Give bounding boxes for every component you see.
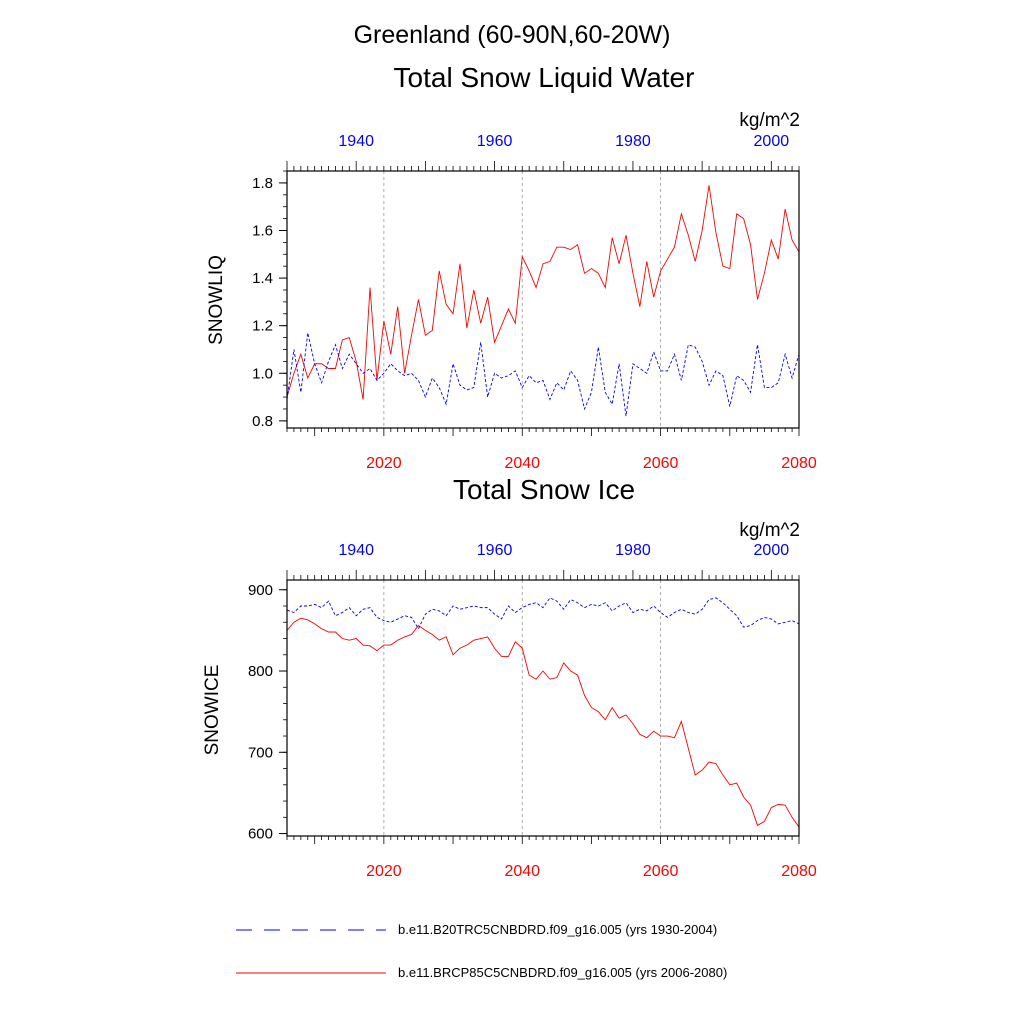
- panel-2-top-tick-label: 1960: [477, 542, 513, 559]
- panel-1-y-tick-label: 1.4: [252, 270, 273, 287]
- panel-1-plot-area: 0.8 1.0 1.2 1.4 1.6 1.8 2020 2040 2060 2080 1940 19…: [252, 133, 817, 472]
- panel-2-series-historical-line: [286, 597, 800, 630]
- panel-1-title: Total Snow Liquid Water: [394, 62, 695, 93]
- panel-1-y-tick-label: 1.6: [252, 222, 273, 239]
- panel-2-bottom-tick-label: 2060: [643, 863, 679, 880]
- panel-1-top-tick-label: 1940: [338, 133, 374, 150]
- panel-1-ylabel: SNOWLIQ: [206, 255, 227, 345]
- panel-1-y-tick-label: 0.8: [252, 413, 273, 430]
- panel-1-top-tick-label: 2000: [754, 133, 790, 150]
- panel-1-series-rcp85-line: [286, 185, 800, 400]
- legend: b.e11.B20TRC5CNBDRD.f09_g16.005 (yrs 193…: [236, 922, 727, 980]
- panel-1-top-tick-label: 1980: [615, 133, 651, 150]
- panel-1-bottom-tick-label: 2060: [643, 455, 679, 472]
- panel-1-y-tick-label: 1.2: [252, 318, 273, 335]
- panel-1-bottom-tick-label: 2040: [504, 455, 540, 472]
- figure-title: Greenland (60-90N,60-20W): [354, 21, 671, 49]
- panel-2-bottom-tick-label: 2080: [781, 863, 817, 880]
- panel-1-y-tick-label: 1.0: [252, 365, 273, 382]
- panel-2-plot-area: 600 700 800 900 2020 2040 2060 2080 1940 1960 1980…: [248, 542, 817, 880]
- panel-2-series-rcp85-line: [286, 617, 800, 828]
- panel-2-bottom-tick-label: 2040: [504, 863, 540, 880]
- panel-2-y-tick-label: 900: [248, 582, 273, 599]
- panel-2-y-tick-label: 600: [248, 826, 273, 843]
- panel-1-series-historical-line: [286, 332, 800, 417]
- legend-label-rcp85: b.e11.BRCP85C5CNBDRD.f09_g16.005 (yrs 20…: [398, 965, 727, 980]
- panel-2-top-tick-label: 2000: [754, 542, 790, 559]
- panel-2-ylabel: SNOWICE: [202, 665, 223, 756]
- panel-2-title: Total Snow Ice: [453, 474, 635, 505]
- panel-2-y-tick-label: 800: [248, 663, 273, 680]
- panel-1-units: kg/m^2: [739, 110, 800, 131]
- panel-2-top-tick-label: 1940: [338, 542, 374, 559]
- panel-2-units: kg/m^2: [739, 520, 800, 541]
- panel-2-top-tick-label: 1980: [615, 542, 651, 559]
- legend-label-historical: b.e11.B20TRC5CNBDRD.f09_g16.005 (yrs 193…: [398, 922, 717, 937]
- panel-2-frame: [286, 579, 800, 837]
- panel-2-y-tick-label: 700: [248, 744, 273, 761]
- panel-1-bottom-tick-label: 2020: [366, 455, 402, 472]
- panel-1-y-tick-label: 1.8: [252, 175, 273, 192]
- panel-1-top-tick-label: 1960: [477, 133, 513, 150]
- panel-1-bottom-tick-label: 2080: [781, 455, 817, 472]
- panel-2-bottom-tick-label: 2020: [366, 863, 402, 880]
